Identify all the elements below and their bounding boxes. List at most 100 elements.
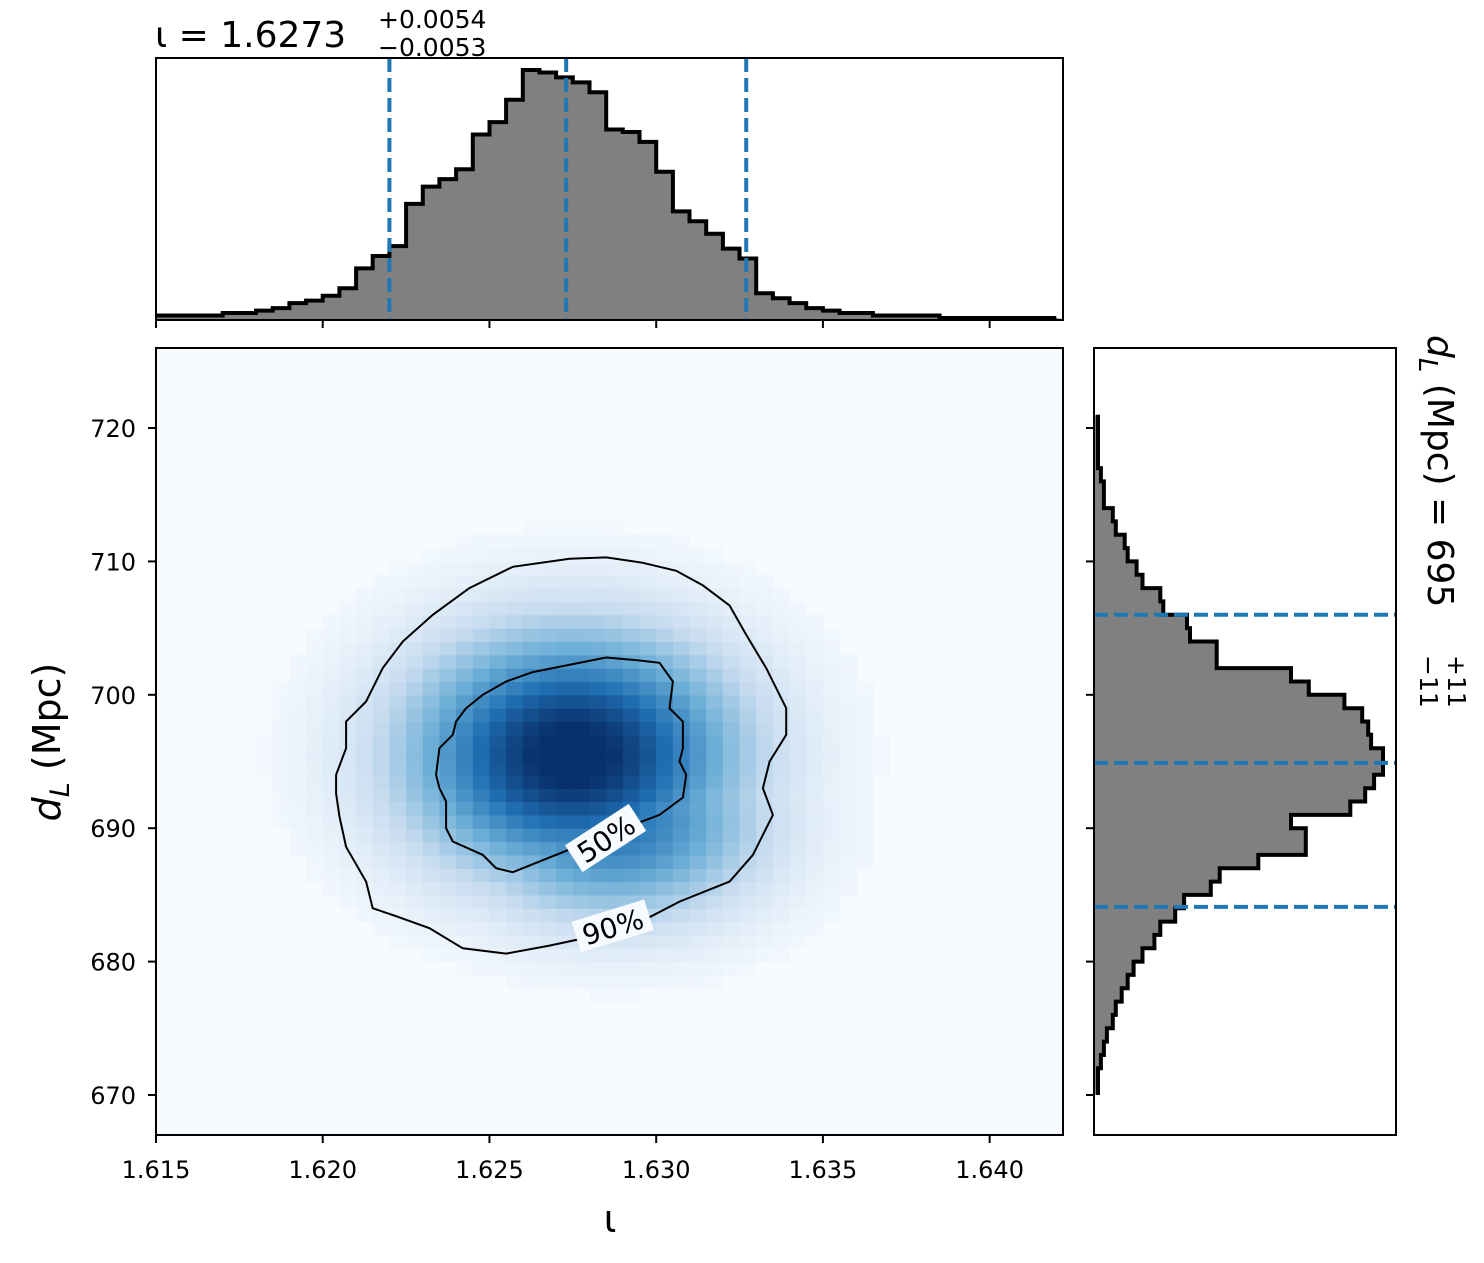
density-cell (772, 948, 791, 963)
density-cell (456, 588, 474, 603)
density-cell (289, 721, 307, 736)
density-cell (456, 574, 474, 589)
density-cell (356, 814, 374, 829)
density-cell (372, 628, 391, 643)
density-cell (639, 961, 657, 976)
density-cell (689, 788, 707, 803)
density-cell (789, 668, 807, 683)
density-cell (406, 654, 424, 669)
density-cell (289, 748, 307, 763)
density-cell (622, 881, 641, 896)
density-cell (639, 614, 657, 629)
density-cell (522, 908, 541, 923)
density-cell (706, 574, 724, 589)
density-cell (406, 814, 424, 829)
density-cell (706, 894, 724, 909)
density-cell (339, 868, 357, 883)
density-cell (689, 801, 707, 816)
density-cell (522, 748, 541, 763)
density-cell (856, 734, 874, 749)
density-cell (706, 708, 724, 723)
density-cell (672, 628, 691, 643)
density-cell (589, 681, 607, 696)
density-cell (456, 548, 474, 563)
density-cell (389, 654, 407, 669)
density-cell (289, 801, 307, 816)
density-cell (439, 668, 457, 683)
density-cell (556, 521, 574, 536)
density-cell (606, 641, 624, 656)
density-cell (589, 801, 607, 816)
density-cell (706, 681, 724, 696)
density-cell (556, 588, 574, 603)
density-cell (522, 548, 541, 563)
density-cell (522, 574, 541, 589)
density-cell (639, 788, 657, 803)
density-cell (506, 548, 524, 563)
density-cell (306, 681, 324, 696)
density-cell (489, 881, 507, 896)
density-cell (806, 761, 824, 776)
density-cell (672, 534, 691, 549)
density-cell (472, 801, 491, 816)
density-cell (589, 708, 607, 723)
density-cell (406, 601, 424, 616)
density-cell (656, 748, 674, 763)
density-cell (456, 908, 474, 923)
density-cell (706, 841, 724, 856)
density-cell (406, 881, 424, 896)
density-cell (706, 774, 724, 789)
density-cell (639, 934, 657, 949)
density-cell (722, 921, 741, 936)
density-cell (656, 841, 674, 856)
density-cell (372, 641, 391, 656)
density-cell (289, 694, 307, 709)
density-cell (389, 721, 407, 736)
density-cell (739, 668, 757, 683)
density-cell (839, 828, 857, 843)
density-cell (722, 561, 741, 576)
density-cell (789, 694, 807, 709)
density-cell (722, 801, 741, 816)
density-cell (489, 654, 507, 669)
density-cell (339, 668, 357, 683)
density-cell (406, 841, 424, 856)
density-cell (272, 694, 290, 709)
density-cell (289, 841, 307, 856)
density-cell (806, 681, 824, 696)
density-cell (622, 548, 641, 563)
density-cell (506, 601, 524, 616)
density-cell (806, 814, 824, 829)
density-cell (339, 774, 357, 789)
x-axis-label: ι (604, 1197, 617, 1241)
density-cell (506, 828, 524, 843)
density-cell (372, 774, 391, 789)
density-cell (589, 734, 607, 749)
density-cell (789, 774, 807, 789)
density-cell (289, 814, 307, 829)
density-cell (422, 628, 441, 643)
density-cell (806, 894, 824, 909)
density-cell (506, 588, 524, 603)
density-cell (606, 721, 624, 736)
density-cell (489, 668, 507, 683)
density-cell (322, 694, 340, 709)
density-cell (406, 708, 424, 723)
density-cell (722, 641, 741, 656)
density-cell (789, 748, 807, 763)
density-cell (356, 788, 374, 803)
density-cell (322, 841, 340, 856)
density-cell (272, 774, 290, 789)
density-cell (589, 961, 607, 976)
density-cell (522, 641, 541, 656)
density-cell (689, 641, 707, 656)
density-cell (489, 828, 507, 843)
density-cell (806, 734, 824, 749)
density-cell (589, 561, 607, 576)
density-cell (806, 801, 824, 816)
density-cell (472, 641, 491, 656)
density-cell (689, 668, 707, 683)
density-cell (422, 734, 441, 749)
density-cell (439, 574, 457, 589)
density-cell (422, 828, 441, 843)
